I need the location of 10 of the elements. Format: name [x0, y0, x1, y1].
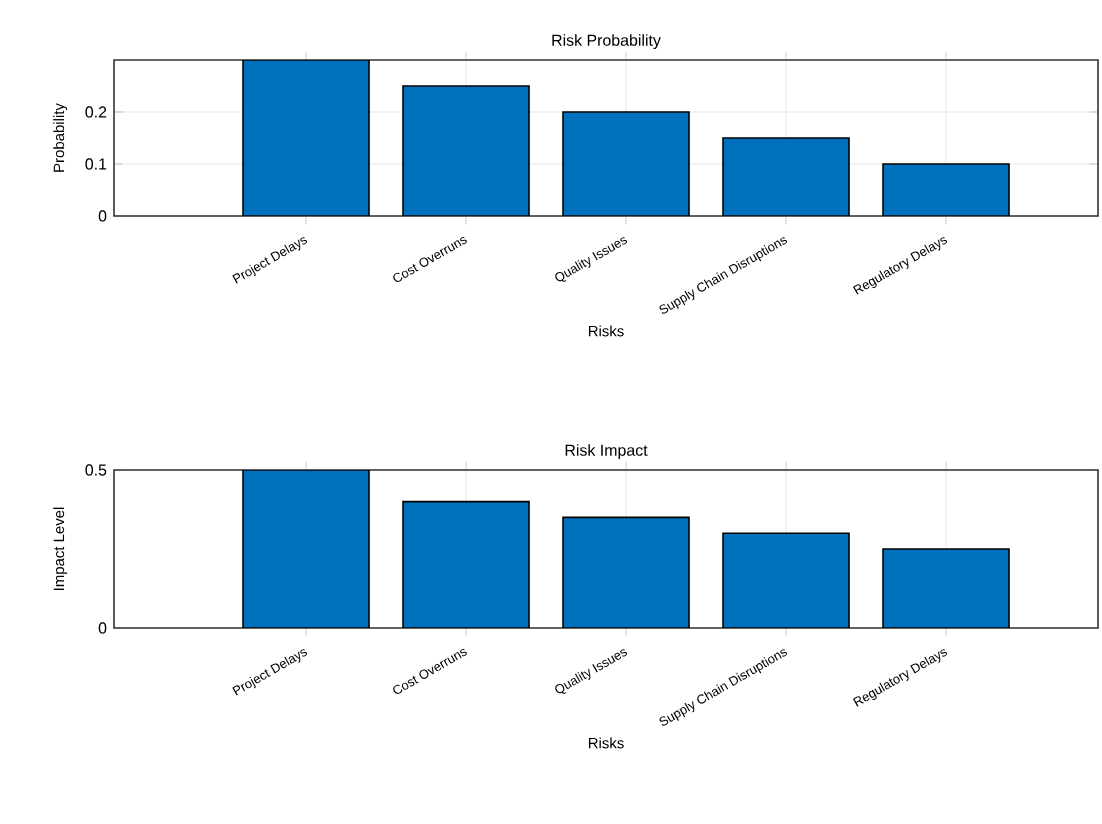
bar [722, 532, 850, 628]
bar [402, 500, 530, 628]
bar [402, 85, 530, 216]
bar [722, 137, 850, 216]
bar [242, 59, 370, 216]
bar [882, 163, 1010, 216]
bar [242, 470, 370, 628]
bar [562, 516, 690, 628]
bar [562, 111, 690, 216]
bar [882, 548, 1010, 628]
